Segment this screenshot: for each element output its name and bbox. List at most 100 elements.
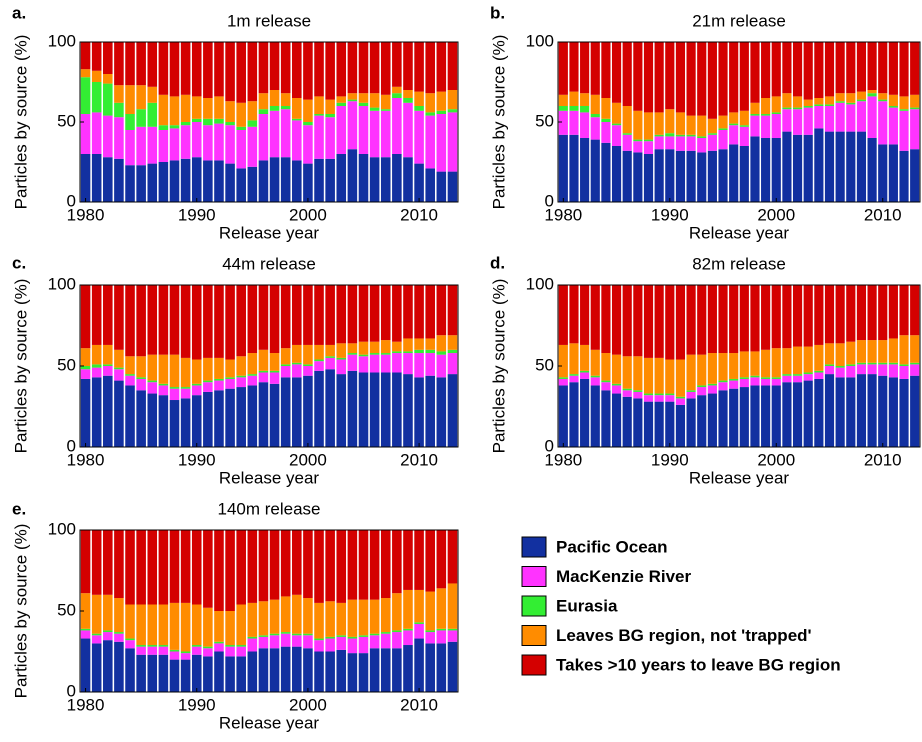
bar-segment — [697, 387, 707, 396]
bar-segment — [846, 341, 856, 365]
bar-segment — [414, 589, 424, 623]
bar-segment — [203, 530, 213, 608]
bar-segment — [403, 374, 413, 447]
bar-segment — [336, 106, 347, 154]
y-tick-label: 100 — [526, 274, 554, 293]
bar-segment — [580, 378, 590, 447]
bar-segment — [114, 158, 124, 202]
bar-segment — [225, 285, 235, 360]
bar-segment — [91, 377, 102, 447]
bar-segment — [697, 354, 707, 386]
bar-segment — [675, 359, 686, 397]
x-tick-label: 1990 — [178, 205, 216, 224]
bar-segment — [436, 285, 447, 336]
bar-segment — [414, 349, 424, 354]
bar-segment — [622, 133, 632, 135]
bar-segment — [292, 646, 302, 692]
bar-segment — [425, 375, 435, 447]
bar-segment — [180, 357, 191, 388]
bar-segment — [203, 646, 213, 649]
bar-segment — [169, 128, 180, 161]
bar-segment — [447, 583, 458, 629]
bar-segment — [292, 98, 302, 119]
bar-segment — [675, 134, 686, 137]
bar-segment — [347, 653, 358, 692]
x-axis-label: Release year — [219, 468, 320, 487]
bar-segment — [292, 118, 302, 121]
bar-segment — [314, 359, 324, 362]
bar-segment — [665, 285, 675, 360]
bar-segment — [203, 607, 213, 647]
bar-segment — [771, 285, 781, 349]
bar-segment — [236, 387, 246, 447]
legend-label: Eurasia — [556, 596, 618, 615]
bar-segment — [856, 285, 867, 341]
bar-segment — [180, 42, 191, 95]
bar-segment — [147, 285, 158, 355]
bar-segment — [269, 530, 280, 600]
bar-segment — [654, 42, 664, 113]
bar-segment — [569, 374, 579, 376]
x-tick-label: 1980 — [67, 205, 105, 224]
bar-segment — [369, 110, 380, 158]
bar-segment — [103, 530, 113, 595]
bar-segment — [103, 74, 113, 84]
bar-segment — [247, 651, 258, 692]
bar-segment — [761, 114, 771, 116]
bar-segment — [782, 42, 792, 94]
bar-segment — [380, 372, 391, 447]
bar-segment — [558, 94, 568, 106]
bar-segment — [622, 42, 632, 106]
bar-segment — [697, 152, 707, 202]
bar-segment — [590, 94, 600, 114]
bar-segment — [447, 628, 458, 631]
bar-segment — [147, 604, 158, 646]
bar-segment — [899, 378, 909, 447]
bar-segment — [136, 604, 146, 646]
bar-segment — [325, 369, 335, 447]
bar-segment — [414, 106, 424, 111]
y-tick-label: 100 — [48, 274, 76, 293]
bar-segment — [601, 285, 611, 354]
chart-title: 82m release — [692, 254, 786, 273]
bar-segment — [314, 530, 324, 603]
y-tick-label: 50 — [57, 111, 76, 130]
bar-segment — [80, 348, 91, 366]
bar-segment — [856, 42, 867, 92]
bar-segment — [878, 364, 888, 376]
bar-segment — [247, 385, 258, 447]
bar-segment — [136, 378, 146, 391]
bar-segment — [191, 646, 202, 655]
bar-segment — [782, 109, 792, 132]
bar-segment — [103, 630, 113, 633]
bar-segment — [80, 628, 91, 631]
bar-segment — [303, 648, 313, 692]
bar-segment — [180, 125, 191, 159]
bar-segment — [191, 654, 202, 692]
bar-segment — [867, 93, 877, 97]
bar-segment — [292, 344, 302, 363]
bar-segment — [280, 646, 291, 692]
bar-segment — [782, 107, 792, 110]
bar-segment — [739, 125, 749, 127]
bar-segment — [158, 42, 169, 95]
bar-segment — [750, 377, 760, 386]
bar-segment — [91, 112, 102, 154]
bar-segment — [258, 109, 269, 114]
bar-segment — [80, 530, 91, 594]
bar-segment — [358, 341, 369, 355]
bar-segment — [910, 109, 920, 150]
bar-segment — [80, 69, 91, 78]
bar-segment — [414, 42, 424, 92]
bar-segment — [814, 372, 824, 379]
bar-segment — [114, 380, 124, 447]
bar-segment — [269, 635, 280, 649]
bar-segment — [292, 377, 302, 447]
bar-segment — [380, 42, 391, 95]
bar-segment — [867, 374, 877, 447]
chart-panel: 0 50 100 1980 1990 2000 2010 Release year Partic… — [489, 253, 921, 487]
bar-segment — [846, 364, 856, 366]
bar-segment — [707, 133, 717, 135]
bar-segment — [147, 354, 158, 381]
bar-segment — [380, 94, 391, 110]
